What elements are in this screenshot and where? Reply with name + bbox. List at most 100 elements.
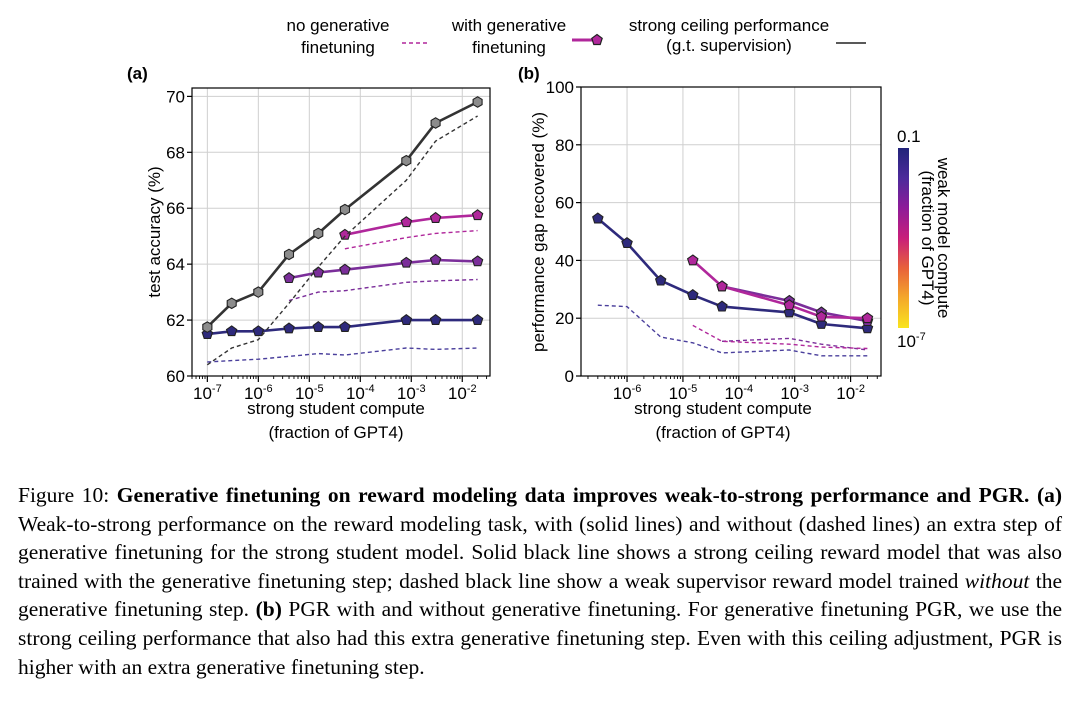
data-point-pentagon (654, 274, 667, 286)
colorbar-bottom-base: 10 (897, 332, 916, 351)
legend-ceiling-line2: (g.t. supervision) (666, 36, 792, 55)
legend-ceiling-line1: strong ceiling performance (629, 16, 829, 35)
colorbar-top-label: 0.1 (897, 127, 921, 146)
panel-a-x-axis-label-line1: strong student compute (247, 399, 425, 418)
x-tick-exponent: -4 (743, 383, 753, 395)
figure-caption: Figure 10: Generative finetuning on rewa… (18, 481, 1062, 681)
data-point-pentagon (400, 216, 413, 228)
panel-a-x-axis-label-line2: (fraction of GPT4) (268, 423, 403, 442)
panel-b-x-ticks: 10-6 10-5 10-4 10-3 10-2 (587, 376, 878, 403)
x-tick-exponent: -2 (467, 383, 477, 395)
data-point-pentagon (861, 312, 874, 324)
data-point-pentagon (783, 299, 796, 311)
x-tick-label: 10-7 (193, 383, 222, 403)
caption-figure-label: Figure 10: (18, 483, 110, 507)
data-point-hexagon (226, 297, 237, 310)
colorbar-bottom-label: 10-7 (897, 331, 926, 351)
panel-a-frame (191, 87, 491, 377)
y-tick-label: 62 (166, 311, 185, 330)
data-point-pentagon (252, 325, 265, 337)
panel-b-label: (b) (518, 64, 540, 83)
legend-no-gen-line1: no generative (286, 16, 389, 35)
panel-b-grid (581, 86, 881, 377)
y-tick-label: 20 (555, 309, 574, 328)
x-tick-label: 10-3 (780, 383, 809, 403)
panel-a-y-axis-label: test accuracy (%) (145, 166, 164, 297)
data-point-hexagon (339, 203, 351, 216)
panel-b-x-axis-label-line2: (fraction of GPT4) (655, 423, 790, 442)
x-tick-exponent: -5 (314, 383, 324, 395)
dashed-series-line-5 (692, 324, 868, 350)
y-tick-label: 0 (565, 367, 574, 386)
caption-b-label: (b) (255, 597, 282, 622)
caption-b-text: PGR with and without generative finetuni… (18, 597, 1063, 679)
data-point-hexagon (253, 286, 264, 298)
x-tick-label: 10-5 (295, 383, 324, 403)
y-tick-label: 64 (166, 255, 185, 274)
caption-a-text-2: the generative finetuning step. (18, 568, 1063, 622)
x-tick-label: 10-4 (724, 383, 753, 403)
figure: no generative finetuning with generative… (127, 16, 953, 442)
panel-a-x-ticks: 10-7 10-6 10-5 10-4 10-3 10-2 (191, 376, 488, 403)
x-tick-exponent: -3 (416, 383, 426, 395)
data-point-hexagon (472, 96, 483, 108)
data-point-pentagon (429, 211, 442, 223)
x-tick-label: 10-6 (613, 383, 642, 403)
legend-with-gen-line1: with generative (451, 16, 566, 35)
y-tick-label: 66 (166, 199, 185, 218)
x-tick-base: 10 (669, 384, 688, 403)
data-point-pentagon (283, 272, 295, 284)
y-tick-label: 40 (555, 251, 574, 270)
data-point-pentagon (429, 253, 442, 265)
data-point-pentagon (471, 314, 484, 325)
colorbar: 0.1 10-7 weak model compute (fraction of… (897, 127, 953, 351)
y-tick-label: 100 (546, 78, 574, 97)
data-point-pentagon (592, 212, 604, 224)
data-point-pentagon (716, 280, 728, 292)
x-tick-base: 10 (397, 384, 416, 403)
data-point-hexagon (283, 248, 295, 261)
data-point-hexagon (313, 227, 324, 240)
x-tick-label: 10-2 (448, 383, 477, 403)
panel-b-y-ticks: 0 20 40 60 80 100 (546, 78, 581, 386)
x-tick-label: 10-2 (836, 383, 865, 403)
y-tick-label: 80 (555, 136, 574, 155)
legend-solid-marker (591, 33, 603, 46)
panel-a-y-ticks: 60 62 64 66 68 70 (166, 87, 192, 386)
solid-series-line-0 (596, 217, 868, 330)
solid-series-line-4 (344, 213, 478, 237)
x-tick-exponent: -7 (212, 383, 222, 395)
legend-no-gen-line2: finetuning (301, 38, 375, 57)
x-tick-base: 10 (448, 384, 467, 403)
x-tick-base: 10 (244, 384, 263, 403)
x-tick-exponent: -5 (688, 383, 698, 395)
data-point-pentagon (471, 209, 484, 221)
x-tick-base: 10 (346, 384, 365, 403)
data-point-hexagon (202, 321, 213, 333)
dashed-series-line-1 (207, 347, 478, 363)
y-tick-label: 70 (166, 87, 185, 106)
dashed-series-line-3 (288, 278, 478, 302)
data-point-pentagon (225, 325, 238, 337)
colorbar-label-line2: (fraction of GPT4) (918, 170, 937, 305)
panel-b-frame (580, 86, 882, 377)
data-point-pentagon (312, 266, 325, 278)
dashed-series-line-5 (344, 229, 478, 250)
caption-title: Generative finetuning on reward modeling… (116, 483, 1030, 507)
caption-a-label: (a) (1036, 483, 1063, 507)
x-tick-base: 10 (836, 384, 855, 403)
x-tick-exponent: -6 (263, 383, 273, 395)
colorbar-gradient (898, 148, 909, 328)
caption-a-emphasis: without (964, 568, 1030, 593)
data-point-pentagon (400, 314, 413, 325)
x-tick-base: 10 (193, 384, 212, 403)
data-point-pentagon (339, 263, 351, 275)
dashed-series-line-7 (206, 115, 478, 366)
panel-a-label: (a) (127, 64, 148, 83)
y-tick-label: 60 (166, 367, 185, 386)
data-point-pentagon (312, 321, 325, 332)
y-tick-label: 60 (555, 194, 574, 213)
data-point-pentagon (716, 300, 728, 312)
x-tick-exponent: -6 (632, 383, 642, 395)
